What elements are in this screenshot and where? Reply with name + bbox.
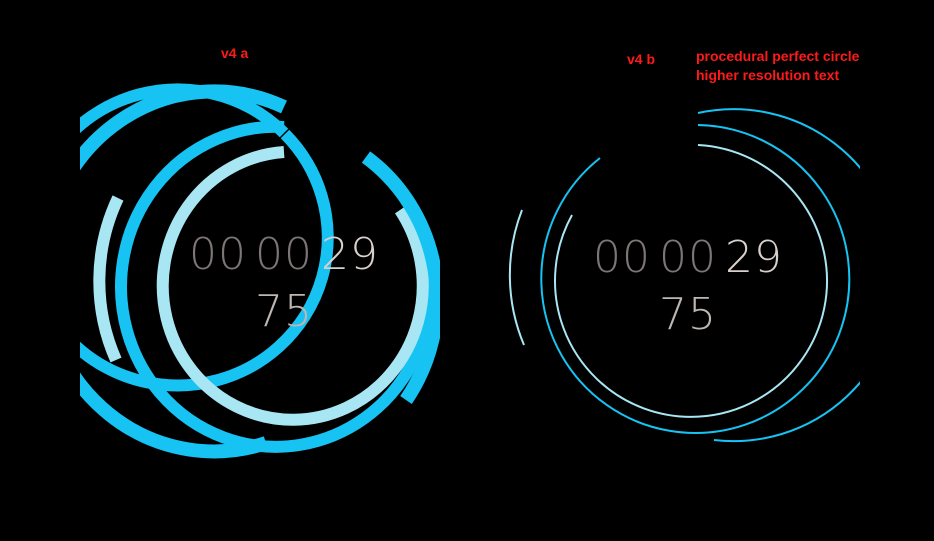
variant-b-note: procedural perfect circle higher resolut… bbox=[696, 47, 859, 85]
hours-b: 00 bbox=[593, 232, 651, 283]
ring-b-2 bbox=[540, 124, 851, 434]
ring-a-3 bbox=[80, 83, 334, 392]
ring-a-right-arc bbox=[361, 151, 440, 404]
hundredths-b: 75 bbox=[659, 289, 717, 340]
ring-b-3 bbox=[554, 144, 828, 418]
variant-b-label: v4 b bbox=[627, 51, 656, 67]
ring-b-outer-left-arc bbox=[508, 209, 525, 346]
minutes-a: 00 bbox=[255, 229, 313, 280]
stopwatch-variant-b: 00 00 29 75 bbox=[500, 95, 860, 495]
hours-a: 00 bbox=[189, 229, 247, 280]
minutes-b: 00 bbox=[659, 232, 717, 283]
time-readout-b: 00 00 29 bbox=[500, 233, 876, 283]
hundredths-a: 75 bbox=[255, 286, 313, 337]
hundredths-readout-a: 75 bbox=[80, 287, 488, 337]
ring-a-4 bbox=[156, 146, 429, 426]
ring-a-outer-left-arc bbox=[93, 195, 124, 363]
time-readout-a: 00 00 29 bbox=[80, 230, 488, 280]
stopwatch-variant-a: 00 00 29 75 bbox=[80, 80, 440, 480]
variant-a-label: v4 a bbox=[221, 45, 249, 61]
note-line-1: procedural perfect circle bbox=[696, 48, 860, 64]
seconds-b: 29 bbox=[725, 232, 783, 283]
note-line-2: higher resolution text bbox=[696, 67, 840, 83]
seconds-a: 29 bbox=[321, 229, 379, 280]
ring-b-1 bbox=[697, 108, 860, 443]
hundredths-readout-b: 75 bbox=[500, 290, 876, 340]
ring-graphic-b bbox=[508, 108, 860, 443]
ring-graphic-a bbox=[80, 83, 440, 459]
